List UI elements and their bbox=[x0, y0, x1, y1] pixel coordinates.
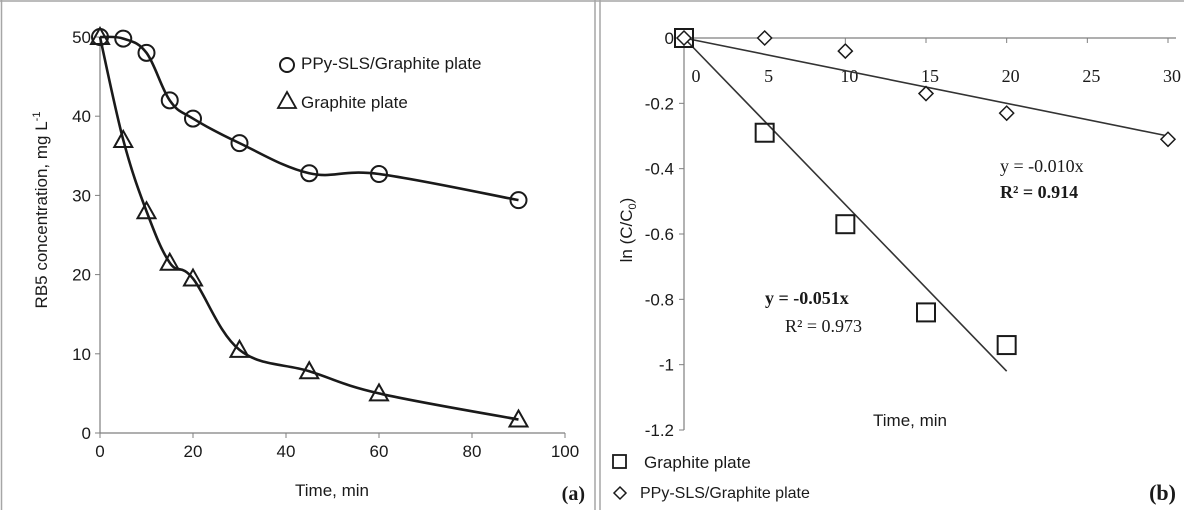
panel-b-point-diamond bbox=[675, 29, 693, 47]
panel-b-label: (b) bbox=[1149, 480, 1176, 505]
panel-b-y-tick-label: -0.4 bbox=[645, 160, 674, 179]
panel-a-point-circle bbox=[300, 164, 319, 183]
panel-b-y-tick-label: -1 bbox=[659, 356, 674, 375]
panel-b-point-diamond bbox=[756, 29, 773, 47]
panel-b-ylabel: ln (C/C0) bbox=[617, 198, 639, 263]
legend-triangle-marker bbox=[276, 90, 298, 109]
panel-b-ylabel-text: ln (C/C bbox=[617, 209, 636, 262]
panel-a-point-triangle bbox=[135, 200, 158, 220]
panel-a-y-tick-label: 40 bbox=[72, 107, 91, 126]
panel-b-x-tick-label: 30 bbox=[1163, 66, 1181, 86]
fit-r2-graphite: R² = 0.973 bbox=[785, 316, 862, 336]
panel-b-y-tick-label: -1.2 bbox=[645, 421, 674, 440]
legend-circle-marker bbox=[279, 57, 295, 73]
panel-a-x-tick-label: 100 bbox=[551, 442, 579, 461]
panel-a-series-line-0 bbox=[99, 35, 519, 202]
panel-a-point-triangle bbox=[112, 128, 134, 148]
panel-a-point-triangle bbox=[159, 251, 181, 271]
panel-a-point-triangle bbox=[298, 360, 320, 380]
panel-a-xlabel: Time, min bbox=[295, 481, 369, 500]
panel-a-ylabel-text: RB5 concentration, mg L bbox=[32, 121, 51, 308]
legend-diamond-marker bbox=[612, 485, 628, 501]
panel-a-x-tick-label: 80 bbox=[463, 442, 482, 461]
panel-b-point-square bbox=[835, 214, 856, 235]
panel-b-x-tick-label: 15 bbox=[921, 66, 939, 86]
fit-r2-ppy: R² = 0.914 bbox=[1000, 182, 1078, 202]
fit-equation-ppy: y = -0.010x bbox=[1000, 156, 1084, 176]
panel-b-point-square bbox=[754, 122, 775, 143]
panel-b-legend-graphite-label: Graphite plate bbox=[644, 453, 751, 472]
panel-b-x-tick-label: 25 bbox=[1082, 66, 1100, 86]
panel-a-y-tick-label: 10 bbox=[72, 345, 91, 364]
panel-b-fit-line-0 bbox=[683, 37, 1008, 372]
panel-b-ylabel-sub: 0 bbox=[627, 203, 639, 209]
panel-a-point-triangle bbox=[507, 408, 530, 428]
panel-a-y-tick-label: 20 bbox=[72, 266, 91, 285]
panel-b-legend: Graphite plate PPy-SLS/Graphite plate bbox=[612, 453, 810, 502]
panel-a-x-tick-label: 0 bbox=[95, 442, 104, 461]
panel-a-x-tick-label: 60 bbox=[370, 442, 389, 461]
panel-a-ylabel-sup: -1 bbox=[31, 112, 43, 122]
panel-a-point-circle bbox=[184, 109, 202, 128]
panel-a-point-triangle bbox=[182, 267, 204, 287]
panel-b-x-tick-label: 5 bbox=[764, 66, 773, 86]
panel-a-chart: 0 20 40 60 80 100 0 10 20 30 40 50 bbox=[72, 25, 579, 461]
panel-b-chart: 0 5 10 15 20 25 30 0 -0.2 -0.4 -0.6 -0.8 -1 -1.2 bbox=[645, 28, 1181, 440]
panel-a-point-circle bbox=[160, 91, 179, 110]
panel-b-x-tick-label: 0 bbox=[692, 66, 701, 86]
panel-b-y-tick-label: 0 bbox=[665, 29, 674, 48]
panel-a-point-circle bbox=[509, 191, 528, 210]
panel-b-y-tick-label: -0.6 bbox=[645, 225, 674, 244]
panel-b-point-diamond bbox=[998, 105, 1015, 122]
fit-equation-graphite: y = -0.051x bbox=[765, 288, 849, 308]
panel-b-y-tick-label: -0.2 bbox=[645, 94, 674, 113]
panel-a-point-triangle bbox=[368, 382, 390, 402]
panel-b-point-square bbox=[674, 28, 694, 48]
panel-a-point-circle bbox=[137, 43, 156, 62]
panel-b-ylabel-end: ) bbox=[617, 198, 636, 204]
panel-a-point-triangle bbox=[228, 338, 251, 358]
panel-a-y-tick-label: 0 bbox=[82, 424, 91, 443]
panel-a-legend-ppy-label: PPy-SLS/Graphite plate bbox=[301, 54, 481, 73]
panel-a-ylabel: RB5 concentration, mg L-1 bbox=[31, 112, 51, 309]
panel-a-legend: PPy-SLS/Graphite plate Graphite plate bbox=[276, 54, 481, 112]
panel-a-x-tick-label: 20 bbox=[184, 442, 203, 461]
panel-a-point-circle bbox=[370, 165, 388, 184]
panel-b-point-diamond bbox=[917, 85, 935, 102]
panel-a-y-tick-label: 30 bbox=[72, 186, 91, 205]
panel-b-x-tick-label: 20 bbox=[1002, 66, 1020, 86]
panel-b-point-diamond bbox=[1159, 131, 1177, 148]
panel-b-x-tick-label: 10 bbox=[840, 66, 858, 86]
legend-square-marker bbox=[612, 454, 627, 469]
panel-a-x-tick-label: 40 bbox=[277, 442, 296, 461]
panel-b-point-square bbox=[916, 302, 936, 323]
panel-a-point-circle bbox=[230, 134, 249, 153]
panel-a-y-tick-label: 50 bbox=[72, 28, 91, 47]
panel-b-y-tick-label: -0.8 bbox=[645, 290, 674, 309]
panel-b-legend-ppy-label: PPy-SLS/Graphite plate bbox=[640, 485, 810, 502]
panel-a-point-circle bbox=[114, 29, 133, 48]
panel-b-xlabel: Time, min bbox=[873, 411, 947, 430]
panel-a-point-triangle bbox=[89, 25, 111, 45]
panel-a-label: (a) bbox=[562, 483, 585, 505]
panel-a-legend-graphite-label: Graphite plate bbox=[301, 93, 408, 112]
panel-b-point-square bbox=[996, 335, 1017, 356]
panel-b-point-diamond bbox=[837, 43, 854, 60]
